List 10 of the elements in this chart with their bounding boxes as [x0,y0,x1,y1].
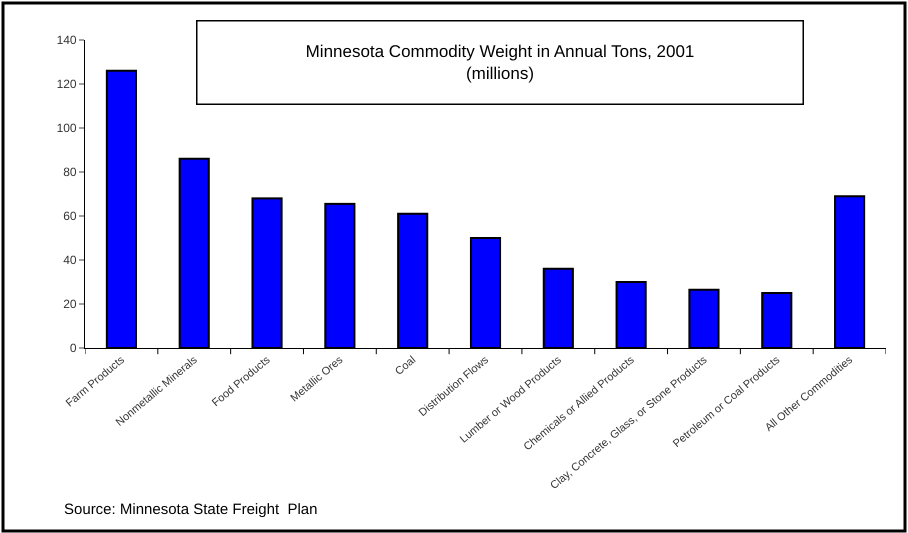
y-tick-label: 140 [56,33,77,48]
text: Minnesota Commodity Weight in Annual Tons, 2001 (millions) [306,42,694,84]
y-tick-label: 80 [63,165,77,180]
y-tick-label: 20 [63,297,77,312]
source-note: Source: Minnesota State Freight Plan [64,501,318,518]
y-tick-label: 40 [63,253,77,268]
y-tick-label: 60 [63,209,77,224]
y-tick-label: 100 [56,121,77,136]
y-tick-label: 0 [70,341,77,356]
y-tick-label: 120 [56,77,77,92]
